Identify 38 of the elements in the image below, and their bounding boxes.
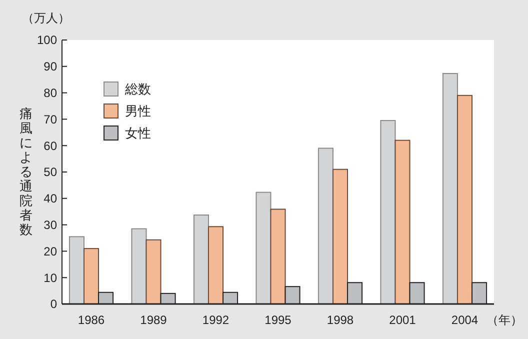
y-tick-label: 60 [44, 138, 58, 153]
y-tick-label: 20 [44, 244, 58, 258]
legend-label: 女性 [125, 126, 151, 141]
y-tick-label: 90 [44, 60, 58, 74]
bar [193, 214, 209, 304]
legend-label: 総数 [124, 82, 151, 97]
text: 痛風による通院者数 [20, 106, 32, 237]
x-tick-label: 1989 [140, 313, 168, 327]
y-tick-label: 100 [36, 33, 58, 48]
bar [83, 248, 100, 304]
y-tick-label: 80 [44, 86, 58, 100]
x-tick-label: 1986 [78, 313, 105, 327]
bar [146, 239, 162, 304]
bar [208, 226, 224, 304]
bar [394, 140, 410, 304]
x-tick-label: 1992 [202, 313, 230, 327]
y-tick-label: 0 [50, 297, 58, 312]
y-tick-label: 50 [44, 165, 58, 180]
bar [456, 94, 473, 304]
y-tick-label: 70 [44, 112, 58, 126]
y-tick-label: 30 [44, 218, 58, 232]
y-tick-label: 10 [44, 270, 58, 285]
x-tick-label: 1998 [326, 313, 354, 327]
y-tick-label: 40 [44, 192, 58, 206]
bar [256, 192, 272, 304]
bar [318, 148, 334, 304]
x-axis-title: （年） [486, 313, 523, 327]
bar [270, 208, 286, 304]
bar [68, 236, 84, 304]
bar [380, 120, 396, 304]
bar [442, 73, 458, 304]
bar [131, 228, 147, 304]
x-tick-label: 2004 [451, 313, 478, 327]
chart-title: （万人） [22, 11, 70, 25]
legend-label: 男性 [125, 104, 151, 119]
bar [332, 168, 348, 304]
x-tick-label: 1995 [264, 313, 292, 327]
x-tick-label: 2001 [389, 313, 416, 327]
